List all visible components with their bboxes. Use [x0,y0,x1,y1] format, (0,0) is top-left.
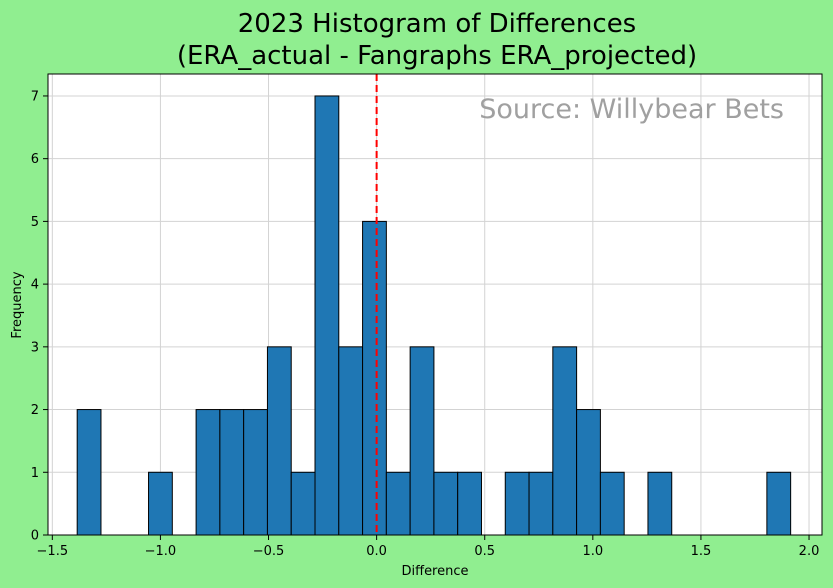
x-tick-label: 1.5 [691,544,712,559]
x-tick-label: −1.5 [37,544,69,559]
histogram-bar [195,409,221,536]
y-tick-label: 1 [31,466,39,481]
x-tick-label: 2.0 [799,544,820,559]
histogram-bar [766,471,792,536]
histogram-bars [76,95,792,536]
histogram-bar [576,409,601,536]
histogram-bar [362,220,387,536]
histogram-bar [219,409,245,536]
histogram-bar [385,471,411,536]
y-axis-label: Frequency [10,271,25,338]
x-tick-label: −1.0 [145,544,177,559]
y-tick-label: 5 [31,215,39,230]
watermark-text: Source: Willybear Bets [479,94,784,125]
x-tick-label: 1.0 [582,544,603,559]
histogram-bar [457,471,482,536]
y-axis-ticks: 0 1 2 3 4 5 6 7 [31,89,48,544]
x-axis-label: Difference [401,564,468,579]
y-tick-label: 4 [31,278,39,293]
chart-title-line-2: (ERA_actual - Fangraphs ERA_projected) [177,41,697,71]
x-axis-ticks: −1.5 −1.0 −0.5 0.0 0.5 1.0 1.5 2.0 [37,535,820,559]
plot-area [48,74,822,535]
y-tick-label: 0 [31,529,39,544]
chart-title-line-1: 2023 Histogram of Differences [238,9,636,39]
histogram-bar [266,346,292,536]
histogram-bar [409,346,435,536]
histogram-bar [148,471,173,536]
histogram-bar [314,95,340,536]
histogram-bar [504,471,530,536]
plot-frame [47,73,823,536]
histogram-bar [647,471,673,536]
histogram-bar [433,471,459,536]
x-tick-label: 0.0 [366,544,387,559]
x-tick-label: −0.5 [253,544,285,559]
y-tick-label: 3 [31,340,39,355]
x-tick-label: 0.5 [474,544,495,559]
histogram-bar [338,346,364,536]
y-tick-label: 2 [31,403,39,418]
histogram-bar [552,346,578,536]
histogram-bar [76,409,102,536]
histogram-bar [243,409,268,536]
histogram-bar [528,471,554,536]
histogram-bar [290,471,316,536]
y-tick-label: 7 [31,89,39,104]
y-tick-label: 6 [31,152,39,167]
histogram-bar [599,471,625,536]
